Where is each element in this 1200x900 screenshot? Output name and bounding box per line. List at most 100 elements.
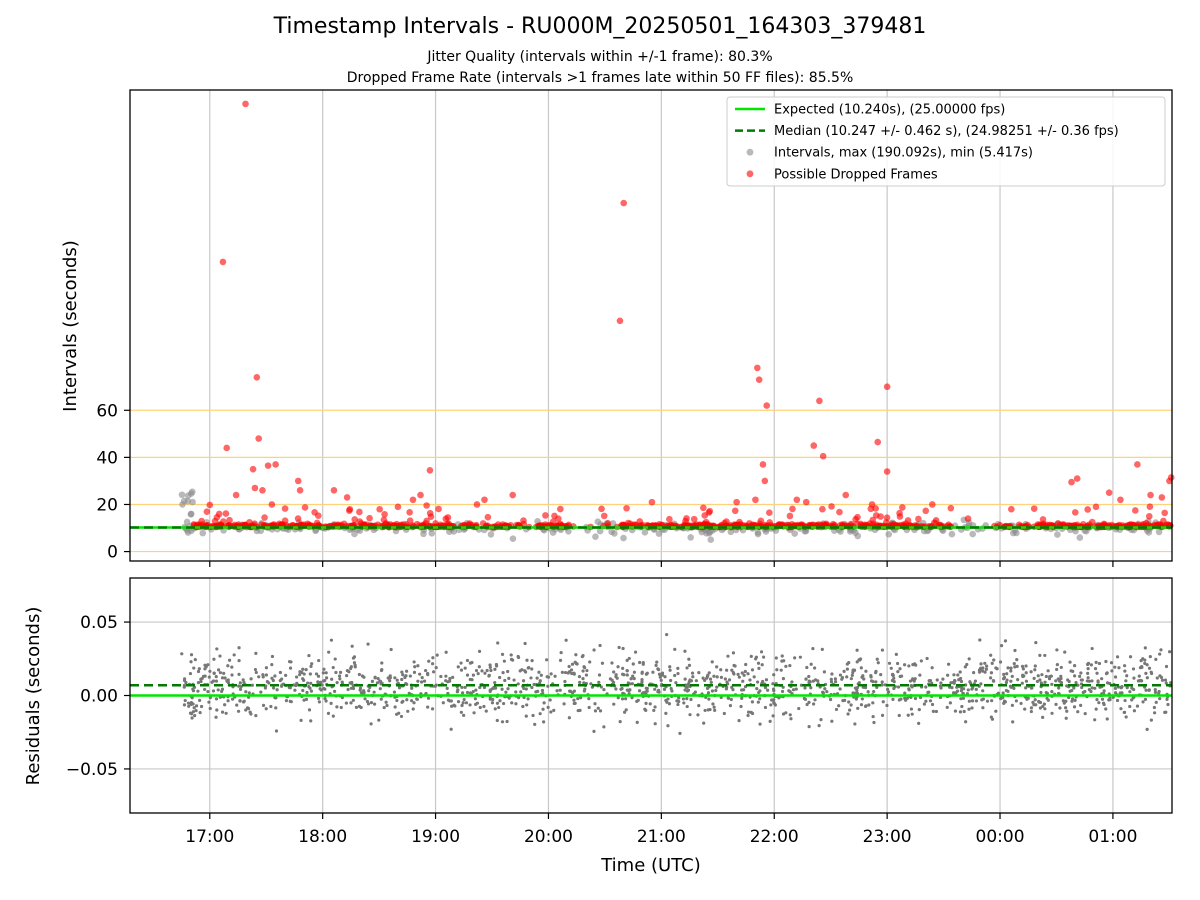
residual-point bbox=[1020, 681, 1024, 685]
bottom-xtick-label-7: 00:00 bbox=[976, 827, 1025, 847]
residual-point bbox=[749, 654, 753, 658]
residual-point bbox=[444, 679, 448, 683]
residual-point bbox=[1059, 677, 1063, 681]
dropped-point bbox=[261, 514, 268, 521]
residual-point bbox=[494, 662, 499, 667]
residual-point bbox=[754, 655, 759, 659]
residual-point bbox=[1089, 663, 1093, 667]
residual-point bbox=[1143, 646, 1147, 650]
residual-point bbox=[449, 727, 453, 731]
residual-point bbox=[304, 697, 309, 701]
residual-point bbox=[331, 714, 335, 718]
residual-point bbox=[644, 672, 648, 676]
residual-point bbox=[1128, 655, 1133, 659]
residual-point bbox=[1035, 679, 1040, 684]
residual-point bbox=[476, 672, 480, 676]
residual-point bbox=[1123, 669, 1127, 673]
residual-point bbox=[406, 709, 410, 713]
residual-point bbox=[994, 709, 998, 713]
dropped-point bbox=[819, 505, 826, 513]
residual-point bbox=[1153, 690, 1158, 695]
residual-point bbox=[184, 681, 188, 685]
residual-point bbox=[959, 689, 964, 693]
residual-point bbox=[1043, 680, 1047, 684]
residual-point bbox=[501, 671, 505, 675]
residual-point bbox=[257, 675, 261, 679]
residual-point bbox=[503, 678, 507, 683]
residual-point bbox=[722, 711, 726, 716]
residual-point bbox=[959, 679, 964, 684]
interval-point bbox=[1054, 531, 1061, 538]
interval-point bbox=[703, 530, 710, 537]
residual-point bbox=[931, 709, 935, 713]
residual-point bbox=[490, 701, 495, 705]
residual-point bbox=[253, 667, 258, 672]
residual-point bbox=[967, 657, 971, 661]
residual-point bbox=[1115, 698, 1120, 703]
residual-point bbox=[576, 697, 580, 701]
residual-point bbox=[369, 722, 373, 726]
dropped-outlier-22 bbox=[473, 501, 481, 508]
residual-point bbox=[681, 697, 686, 701]
residual-point bbox=[759, 650, 764, 654]
residual-point bbox=[621, 672, 625, 676]
interval-point bbox=[183, 518, 191, 526]
residual-point bbox=[538, 679, 542, 683]
residual-point bbox=[914, 663, 918, 667]
residual-point bbox=[709, 680, 713, 685]
interval-point bbox=[187, 510, 195, 518]
residual-point bbox=[397, 711, 401, 715]
residual-point bbox=[726, 696, 730, 700]
residual-point bbox=[426, 705, 430, 709]
residual-point bbox=[352, 661, 357, 665]
residual-point bbox=[198, 710, 202, 715]
residual-point bbox=[863, 685, 868, 690]
residual-point bbox=[979, 662, 983, 666]
interval-point bbox=[594, 518, 602, 526]
residual-point bbox=[1046, 698, 1050, 702]
residual-point bbox=[399, 714, 404, 719]
residual-point bbox=[655, 660, 659, 664]
residual-point bbox=[774, 656, 778, 660]
dropped-point bbox=[706, 507, 714, 515]
residual-point bbox=[455, 689, 460, 693]
residual-point bbox=[728, 704, 733, 708]
residual-point bbox=[665, 633, 669, 637]
residual-point bbox=[431, 662, 435, 666]
interval-point bbox=[184, 529, 192, 536]
residual-point bbox=[250, 683, 254, 687]
residual-point bbox=[444, 674, 448, 678]
residual-point bbox=[302, 678, 306, 683]
residual-point bbox=[563, 670, 568, 675]
residual-point bbox=[196, 689, 200, 693]
residual-point bbox=[834, 680, 838, 684]
residual-point bbox=[216, 668, 221, 672]
residual-point bbox=[974, 699, 979, 703]
residual-point bbox=[1104, 672, 1109, 676]
bottom-plot-frame bbox=[129, 577, 1173, 814]
interval-point bbox=[184, 492, 192, 499]
residual-point bbox=[215, 708, 219, 712]
interval-point bbox=[1076, 534, 1084, 541]
residual-point bbox=[192, 685, 197, 689]
residual-point bbox=[849, 703, 853, 707]
residual-point bbox=[715, 665, 719, 669]
dropped-outlier-28 bbox=[733, 498, 740, 506]
residual-point bbox=[856, 706, 860, 710]
residual-point bbox=[872, 689, 876, 694]
residual-point bbox=[917, 721, 921, 725]
residual-point bbox=[203, 687, 207, 692]
residual-point bbox=[308, 686, 312, 690]
residual-point bbox=[807, 725, 811, 729]
dropped-outlier-42 bbox=[874, 438, 882, 446]
residual-point bbox=[456, 700, 461, 704]
residual-point bbox=[847, 700, 851, 704]
residual-point bbox=[237, 659, 241, 663]
residual-point bbox=[1061, 699, 1065, 703]
residual-point bbox=[1009, 679, 1013, 683]
residual-point bbox=[491, 697, 495, 702]
residual-point bbox=[632, 670, 637, 674]
residual-point bbox=[192, 666, 196, 670]
residual-point bbox=[1153, 688, 1157, 692]
residual-point bbox=[493, 707, 497, 711]
